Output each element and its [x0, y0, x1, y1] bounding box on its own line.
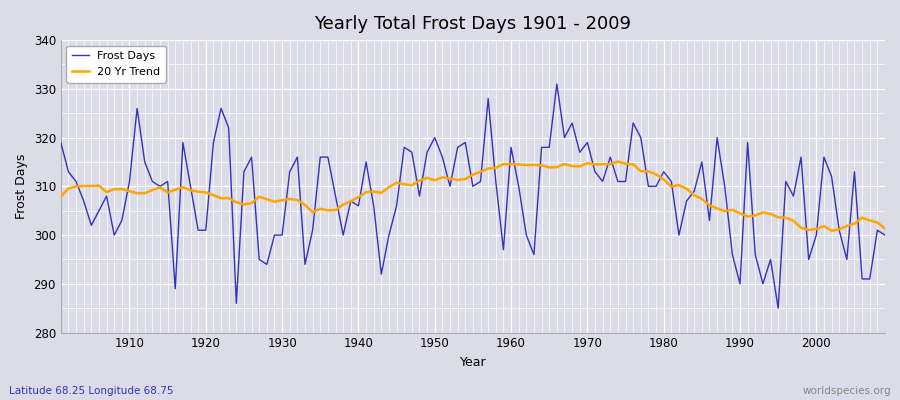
20 Yr Trend: [56, 194, 67, 199]
Y-axis label: Frost Days: Frost Days: [15, 154, 28, 219]
20 Yr Trend: [506, 162, 517, 166]
Frost Days: [879, 233, 890, 238]
Frost Days: [56, 140, 67, 145]
Frost Days: [116, 218, 127, 223]
Frost Days: [773, 306, 784, 311]
Frost Days: [330, 194, 341, 198]
Title: Yearly Total Frost Days 1901 - 2009: Yearly Total Frost Days 1901 - 2009: [314, 15, 632, 33]
20 Yr Trend: [613, 159, 624, 164]
20 Yr Trend: [598, 162, 608, 166]
Text: worldspecies.org: worldspecies.org: [803, 386, 891, 396]
Frost Days: [506, 145, 517, 150]
Text: Latitude 68.25 Longitude 68.75: Latitude 68.25 Longitude 68.75: [9, 386, 174, 396]
20 Yr Trend: [498, 162, 508, 166]
Frost Days: [605, 155, 616, 160]
20 Yr Trend: [116, 187, 127, 192]
Frost Days: [284, 169, 295, 174]
Line: 20 Yr Trend: 20 Yr Trend: [61, 162, 885, 231]
Legend: Frost Days, 20 Yr Trend: Frost Days, 20 Yr Trend: [67, 46, 166, 82]
Frost Days: [498, 247, 508, 252]
20 Yr Trend: [330, 208, 341, 212]
Line: Frost Days: Frost Days: [61, 84, 885, 308]
Frost Days: [552, 82, 562, 86]
20 Yr Trend: [284, 197, 295, 202]
20 Yr Trend: [879, 226, 890, 231]
X-axis label: Year: Year: [460, 356, 486, 369]
20 Yr Trend: [826, 228, 837, 233]
